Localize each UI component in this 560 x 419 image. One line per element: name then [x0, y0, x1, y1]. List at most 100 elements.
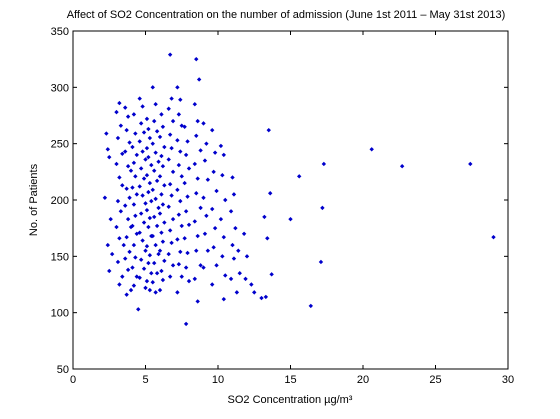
y-axis: 50 100 150 200 250 300 350 [51, 26, 508, 376]
data-point [131, 202, 137, 207]
data-point [124, 127, 129, 133]
data-point [146, 189, 151, 195]
data-point [138, 121, 144, 126]
data-point [167, 52, 173, 57]
data-point [105, 147, 110, 152]
data-point [134, 192, 139, 197]
y-axis-label: No. of Patients [28, 163, 40, 236]
data-point [124, 234, 129, 240]
data-point [144, 173, 150, 178]
data-point [175, 85, 180, 90]
data-point [186, 278, 192, 284]
data-point [233, 225, 238, 231]
data-point [115, 198, 121, 204]
data-point [266, 127, 271, 133]
data-point [143, 157, 148, 162]
data-point [214, 263, 219, 268]
data-point [147, 253, 153, 258]
data-point [175, 187, 180, 193]
data-point [178, 249, 183, 255]
data-point [162, 258, 167, 264]
data-point [104, 131, 109, 136]
data-point [123, 256, 128, 261]
data-point [136, 307, 141, 312]
data-point [195, 118, 200, 124]
data-point [183, 265, 189, 270]
data-point [114, 224, 119, 230]
data-point [211, 169, 216, 175]
data-point [146, 126, 151, 132]
data-point [175, 138, 180, 143]
data-point [198, 148, 203, 153]
data-point [138, 211, 144, 216]
data-point [144, 278, 150, 284]
data-point [223, 197, 228, 203]
data-point [141, 176, 147, 181]
data-point [157, 211, 163, 216]
data-point [131, 242, 137, 248]
data-point [167, 274, 173, 279]
data-point [179, 223, 184, 229]
data-point [147, 135, 153, 141]
data-point [237, 271, 242, 276]
data-point [117, 100, 122, 106]
data-point [182, 124, 187, 129]
data-point [107, 268, 112, 274]
data-point [170, 263, 176, 268]
data-point [185, 194, 190, 199]
data-point [138, 257, 144, 262]
data-point [214, 188, 219, 194]
data-point [249, 282, 254, 287]
data-point [117, 282, 122, 287]
data-point [131, 160, 137, 166]
data-point [166, 157, 171, 162]
data-point [160, 124, 166, 129]
data-point [201, 195, 206, 200]
data-point [182, 180, 187, 186]
data-point [468, 161, 473, 167]
data-point [194, 248, 199, 253]
data-point [212, 225, 218, 231]
data-point [179, 274, 184, 279]
data-point [137, 230, 142, 235]
data-point [153, 242, 158, 248]
data-point [162, 220, 167, 225]
data-point [259, 295, 264, 301]
x-tick-label: 15 [284, 374, 296, 386]
data-point [159, 230, 164, 235]
data-point [121, 242, 126, 248]
data-point [141, 130, 147, 135]
data-point [114, 109, 119, 115]
data-point [125, 267, 131, 273]
data-point [162, 144, 167, 150]
data-point [147, 215, 153, 221]
data-point [153, 290, 158, 295]
data-point [133, 213, 138, 218]
data-point [183, 152, 189, 158]
data-point [143, 285, 148, 291]
x-tick-label: 30 [502, 374, 514, 386]
data-point [196, 77, 202, 82]
data-point [157, 134, 163, 140]
y-tick-label: 250 [51, 139, 69, 151]
data-point [123, 203, 128, 208]
data-point [198, 205, 203, 211]
data-point [228, 276, 234, 282]
data-point [236, 248, 241, 253]
data-point [120, 183, 125, 188]
data-point [140, 238, 145, 243]
data-point [202, 158, 208, 163]
data-point [169, 96, 174, 101]
data-point [231, 256, 237, 261]
data-point [147, 287, 153, 293]
data-point [221, 234, 226, 240]
data-point [150, 233, 155, 239]
data-point [194, 133, 199, 138]
x-axis-label: SO2 Concentration µg/m³ [228, 394, 353, 406]
data-point [176, 112, 182, 117]
data-point [175, 237, 180, 242]
data-point [120, 151, 125, 157]
data-point [157, 248, 163, 253]
data-points [102, 52, 496, 327]
data-point [167, 182, 173, 187]
